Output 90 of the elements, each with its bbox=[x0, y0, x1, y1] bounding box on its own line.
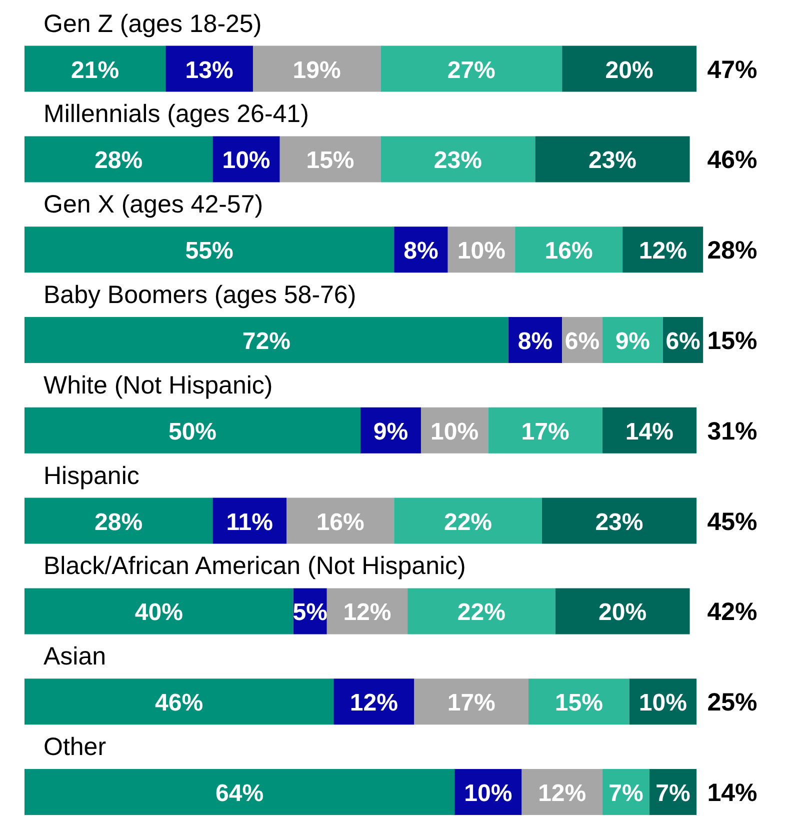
data-label: 23% bbox=[434, 147, 482, 174]
data-label: 6% bbox=[564, 328, 600, 355]
bar bbox=[408, 588, 556, 634]
data-label: 12% bbox=[350, 690, 398, 717]
data-label: 6% bbox=[666, 328, 700, 355]
text: 14% bbox=[707, 779, 758, 807]
y-tick-label: Baby Boomers (ages 58-76) bbox=[44, 281, 356, 309]
data-label: 19% bbox=[292, 56, 341, 84]
data-label: 10% bbox=[457, 238, 506, 265]
bar bbox=[488, 407, 602, 454]
bar bbox=[394, 498, 542, 544]
bar bbox=[562, 46, 696, 92]
text: 45% bbox=[707, 508, 758, 536]
text: 42% bbox=[707, 598, 758, 626]
bar bbox=[286, 498, 394, 544]
data-label: 23% bbox=[588, 147, 637, 174]
data-label: 21% bbox=[71, 56, 120, 84]
text: 31% bbox=[707, 417, 758, 446]
y-tick-label: Asian bbox=[44, 642, 106, 671]
data-label: 16% bbox=[316, 508, 364, 536]
bar bbox=[528, 678, 630, 725]
data-label: 13% bbox=[185, 56, 234, 84]
data-label: 22% bbox=[457, 599, 506, 626]
data-label: 46% bbox=[155, 690, 204, 717]
data-label: 15% bbox=[554, 690, 603, 717]
data-label: 12% bbox=[538, 780, 586, 807]
data-label: 12% bbox=[343, 599, 392, 626]
bar bbox=[380, 46, 562, 92]
bar bbox=[24, 46, 166, 92]
bar bbox=[280, 136, 381, 182]
bar bbox=[24, 136, 213, 182]
bar bbox=[542, 498, 696, 544]
bar bbox=[555, 588, 690, 634]
data-label: 40% bbox=[134, 599, 183, 626]
bar bbox=[24, 588, 294, 634]
bar bbox=[24, 678, 334, 725]
data-label: 23% bbox=[595, 508, 644, 536]
text: 25% bbox=[707, 688, 758, 717]
data-label: 15% bbox=[306, 147, 354, 174]
bar bbox=[24, 498, 213, 544]
bar bbox=[24, 769, 455, 815]
text: 47% bbox=[707, 56, 758, 84]
data-label: 8% bbox=[518, 328, 553, 355]
data-label: 9% bbox=[615, 328, 650, 355]
bar bbox=[414, 678, 528, 725]
data-label: 17% bbox=[521, 418, 570, 446]
data-label: 10% bbox=[464, 780, 512, 807]
y-tick-label: Hispanic bbox=[44, 462, 140, 490]
y-tick-label: White (Not Hispanic) bbox=[44, 371, 273, 400]
data-label: 64% bbox=[216, 780, 264, 807]
data-label: 55% bbox=[185, 238, 234, 265]
data-label: 11% bbox=[226, 508, 273, 536]
bar bbox=[535, 136, 690, 182]
bar bbox=[24, 407, 360, 454]
bar bbox=[252, 46, 381, 92]
text: 28% bbox=[707, 236, 758, 265]
y-tick-label: Gen Z (ages 18-25) bbox=[44, 10, 262, 38]
data-label: 28% bbox=[94, 508, 143, 536]
text: 46% bbox=[707, 146, 758, 174]
text: 15% bbox=[707, 327, 758, 355]
bar bbox=[24, 317, 508, 363]
data-label: 27% bbox=[447, 56, 496, 84]
bar bbox=[602, 407, 696, 454]
data-label: 20% bbox=[598, 599, 647, 626]
y-tick-label: Black/African American (Not Hispanic) bbox=[44, 552, 466, 580]
data-label: 10% bbox=[430, 418, 479, 446]
data-label: 50% bbox=[168, 418, 217, 446]
data-label: 9% bbox=[373, 418, 408, 446]
data-label: 17% bbox=[447, 690, 496, 717]
y-tick-label: Other bbox=[44, 733, 106, 761]
data-label: 10% bbox=[638, 690, 687, 717]
bar bbox=[166, 46, 253, 92]
data-label: 72% bbox=[242, 328, 290, 355]
y-tick-label: Millennials (ages 26-41) bbox=[44, 100, 309, 128]
data-label: 16% bbox=[544, 238, 593, 265]
data-label: 20% bbox=[605, 56, 654, 84]
data-label: 5% bbox=[292, 599, 328, 626]
data-label: 7% bbox=[608, 780, 644, 807]
y-tick-label: Gen X (ages 42-57) bbox=[44, 190, 264, 219]
data-label: 10% bbox=[222, 147, 270, 174]
bar bbox=[24, 226, 394, 273]
data-label: 28% bbox=[94, 147, 143, 174]
data-label: 22% bbox=[444, 508, 492, 536]
bar bbox=[515, 226, 623, 273]
bar bbox=[380, 136, 536, 182]
data-label: 8% bbox=[404, 238, 438, 265]
data-label: 12% bbox=[638, 238, 687, 265]
data-label: 7% bbox=[656, 780, 690, 807]
data-label: 14% bbox=[625, 418, 674, 446]
bar bbox=[334, 678, 414, 725]
